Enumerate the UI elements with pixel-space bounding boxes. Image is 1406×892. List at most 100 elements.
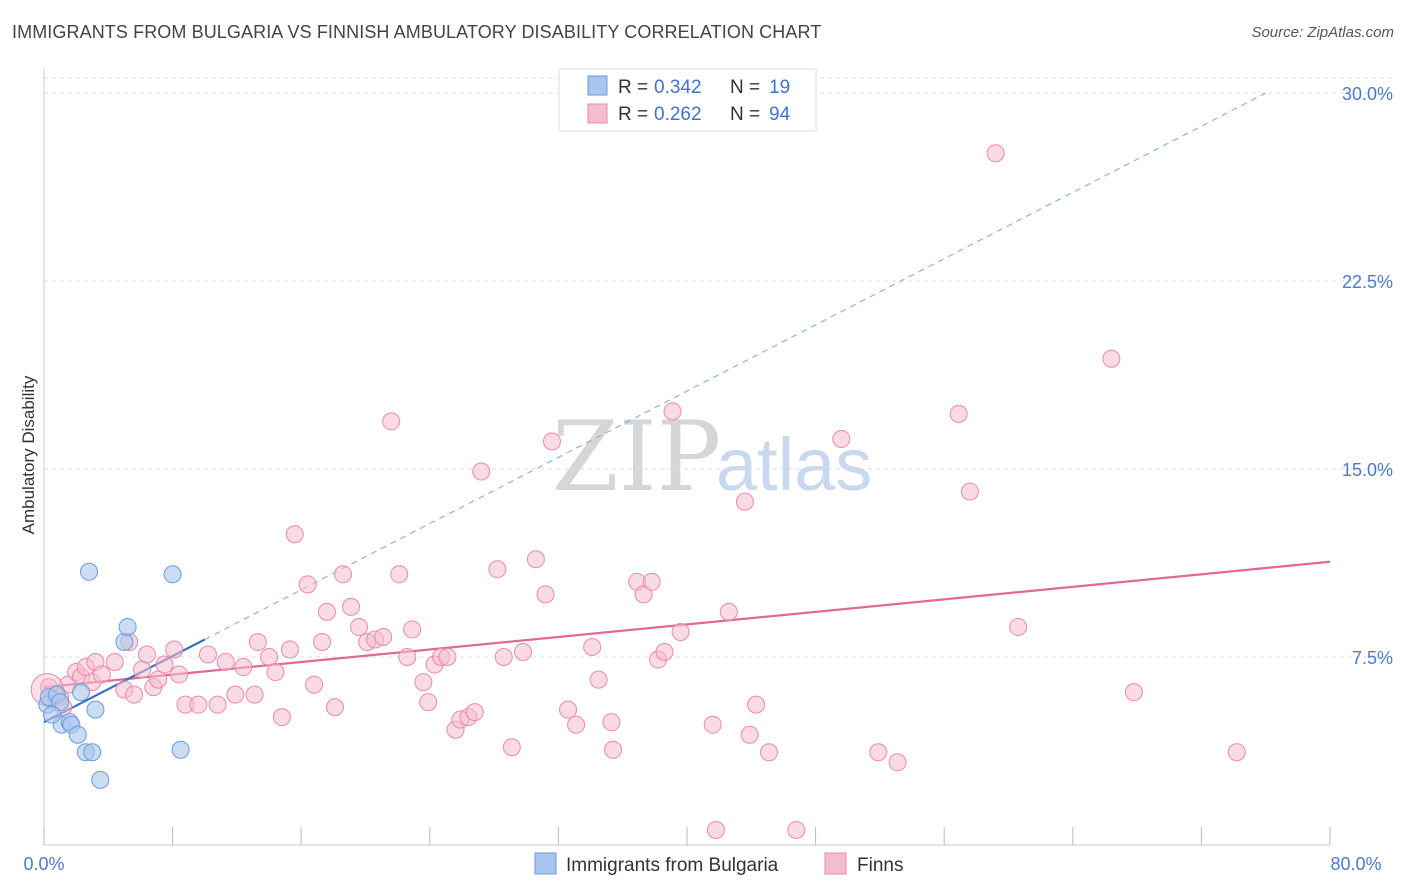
- finns-point: [189, 695, 208, 714]
- finns-point: [285, 525, 304, 544]
- watermark-zip: ZIP: [552, 401, 721, 513]
- finns-point: [465, 703, 484, 722]
- bulgaria-trend-extension: [204, 92, 1266, 641]
- finns-point: [1124, 683, 1143, 702]
- y-axis-title: Ambulatory Disability: [19, 375, 38, 534]
- finns-point: [234, 658, 253, 677]
- finns-point: [325, 698, 344, 717]
- finns-point: [494, 648, 513, 667]
- finns-point: [317, 602, 336, 621]
- finns-point: [735, 492, 754, 511]
- bottom-legend-label-bulgaria: Immigrants from Bulgaria: [566, 855, 779, 876]
- finns-point: [382, 412, 401, 431]
- finns-point: [1009, 617, 1028, 636]
- finns-point: [266, 663, 285, 682]
- finns-point: [272, 708, 291, 727]
- finns-point: [602, 713, 621, 732]
- legend-swatch-bulgaria: [587, 75, 608, 96]
- finns-point: [526, 550, 545, 569]
- x-tick-label-min: 0.0%: [23, 854, 64, 874]
- bulgaria-point: [118, 617, 137, 636]
- finns-point: [706, 820, 725, 839]
- finns-point: [832, 429, 851, 448]
- finns-point: [105, 653, 124, 672]
- bottom-legend-label-finns: Finns: [857, 855, 903, 876]
- bulgaria-point: [68, 725, 87, 744]
- finns-point: [350, 617, 369, 636]
- finns-point: [671, 622, 690, 641]
- legend-r-value-2: 0.262: [654, 104, 702, 125]
- gridlines: [44, 77, 1392, 658]
- bottom-legend-swatch-bulgaria: [534, 852, 557, 875]
- y-tick-label: 30.0%: [1342, 84, 1393, 104]
- finns-point: [787, 820, 806, 839]
- finns-point: [149, 670, 168, 689]
- finns-point: [747, 695, 766, 714]
- finns-point: [260, 648, 279, 667]
- bulgaria-point: [80, 562, 99, 581]
- finns-point: [226, 685, 245, 704]
- bulgaria-point: [163, 565, 182, 584]
- finns-point: [133, 660, 152, 679]
- finns-point: [559, 700, 578, 719]
- series-legend: Immigrants from Bulgaria Finns: [534, 852, 903, 876]
- finns-point: [342, 597, 361, 616]
- source-label: Source: ZipAtlas.com: [1251, 24, 1394, 41]
- finns-point: [398, 648, 417, 667]
- bulgaria-point: [71, 683, 90, 702]
- y-tick-label: 7.5%: [1352, 648, 1393, 668]
- bulgaria-point: [115, 632, 134, 651]
- finns-point: [305, 675, 324, 694]
- y-tick-labels: 7.5% 15.0% 22.5% 30.0%: [1342, 84, 1393, 668]
- finns-point: [536, 585, 555, 604]
- finns-point: [298, 575, 317, 594]
- finns-point: [155, 655, 174, 674]
- legend-r-label-2: R =: [618, 104, 648, 125]
- finns-point: [472, 462, 491, 481]
- finns-point: [313, 632, 332, 651]
- finns-point: [208, 695, 227, 714]
- finns-point: [165, 640, 184, 659]
- finns-point: [542, 432, 561, 451]
- finns-point: [198, 645, 217, 664]
- legend-n-label-2: N =: [730, 104, 760, 125]
- bottom-legend-swatch-finns: [824, 852, 847, 875]
- finns-point: [888, 753, 907, 772]
- finns-point: [137, 645, 156, 664]
- correlation-legend: R = 0.342 N = 19 R = 0.262 N = 94: [558, 68, 817, 132]
- y-tick-label: 22.5%: [1342, 272, 1393, 292]
- finns-point: [92, 665, 111, 684]
- finns-point: [514, 643, 533, 662]
- finns-point: [604, 740, 623, 759]
- finns-point: [986, 144, 1005, 163]
- y-tick-label: 15.0%: [1342, 460, 1393, 480]
- finns-point: [403, 620, 422, 639]
- bulgaria-point: [86, 700, 105, 719]
- legend-r-label-1: R =: [618, 77, 648, 98]
- finns-point: [414, 673, 433, 692]
- finns-point: [759, 743, 778, 762]
- finns-point: [125, 685, 144, 704]
- finns-point: [216, 653, 235, 672]
- finns-point: [280, 640, 299, 659]
- finns-point: [419, 693, 438, 712]
- finns-point: [960, 482, 979, 501]
- finns-point: [589, 670, 608, 689]
- finns-point: [438, 648, 457, 667]
- legend-n-value-1: 19: [769, 77, 790, 98]
- finns-point: [949, 404, 968, 423]
- finns-point: [869, 743, 888, 762]
- finns-point: [1102, 349, 1121, 368]
- legend-r-value-1: 0.342: [654, 77, 702, 98]
- finns-point: [390, 565, 409, 584]
- finns-point: [374, 627, 393, 646]
- finns-point: [1227, 743, 1246, 762]
- finns-point: [567, 715, 586, 734]
- legend-swatch-finns: [587, 103, 608, 124]
- legend-n-value-2: 94: [769, 104, 791, 125]
- finns-point: [642, 572, 661, 591]
- watermark: ZIP atlas: [552, 401, 872, 513]
- finns-point: [663, 402, 682, 421]
- finns-point: [703, 715, 722, 734]
